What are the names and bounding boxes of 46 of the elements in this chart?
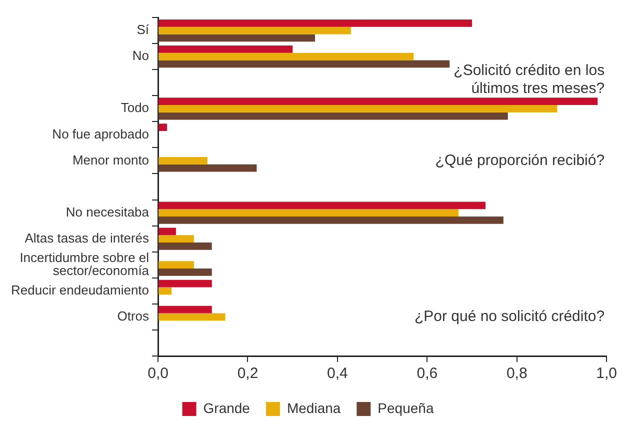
bar — [158, 235, 194, 243]
y-tick-label: Otros — [117, 308, 150, 324]
legend-label: Pequeña — [378, 400, 434, 416]
annotation: ¿Solicitó crédito en los últimos tres meses? — [454, 62, 605, 98]
bar — [158, 26, 351, 34]
bar — [158, 124, 168, 131]
y-tick-label: No fue aprobado — [52, 126, 150, 142]
y-tick-label: Altas tasas de interés — [24, 230, 150, 246]
y-tick-label: Todo — [120, 100, 150, 116]
y-tick-label: Reducir endeudamiento — [10, 282, 150, 298]
bar — [158, 228, 176, 236]
annotation: ¿Por qué no solicitó crédito? — [414, 308, 605, 326]
x-tick-label: 0,4 — [327, 365, 348, 382]
x-tick-label: 0,6 — [416, 365, 438, 382]
bar — [158, 209, 459, 216]
legend-label: Grande — [203, 400, 250, 416]
x-tick-label: 1,0 — [596, 365, 618, 382]
y-tick-label: No necesitaba — [66, 204, 150, 220]
y-tick-label: Menor monto — [72, 152, 150, 168]
bar — [158, 313, 226, 321]
x-tick-label: 0,2 — [237, 365, 258, 382]
bar — [158, 261, 194, 269]
bar — [158, 216, 504, 224]
bar — [158, 242, 212, 250]
bar — [158, 19, 472, 27]
y-tick-label: Incertidumbre sobre el sector/economía — [20, 250, 150, 278]
bar — [158, 98, 598, 105]
x-tick-label: 0,0 — [148, 365, 168, 382]
y-tick-label: No — [132, 48, 150, 64]
bar — [158, 268, 212, 276]
bar — [158, 60, 450, 68]
legend-label: Mediana — [286, 400, 341, 416]
bar — [158, 45, 293, 53]
bar — [158, 112, 508, 120]
bar — [158, 287, 172, 295]
bar — [158, 157, 208, 164]
bar — [158, 280, 212, 288]
bar — [158, 164, 257, 172]
bar — [158, 306, 212, 314]
bar — [158, 202, 486, 210]
bar — [158, 34, 316, 42]
x-tick-label: 0,8 — [506, 365, 528, 382]
bar — [158, 52, 414, 60]
annotation: ¿Qué proporción recibió? — [435, 152, 605, 169]
bar — [158, 104, 558, 112]
y-tick-label: Sí — [136, 22, 150, 38]
